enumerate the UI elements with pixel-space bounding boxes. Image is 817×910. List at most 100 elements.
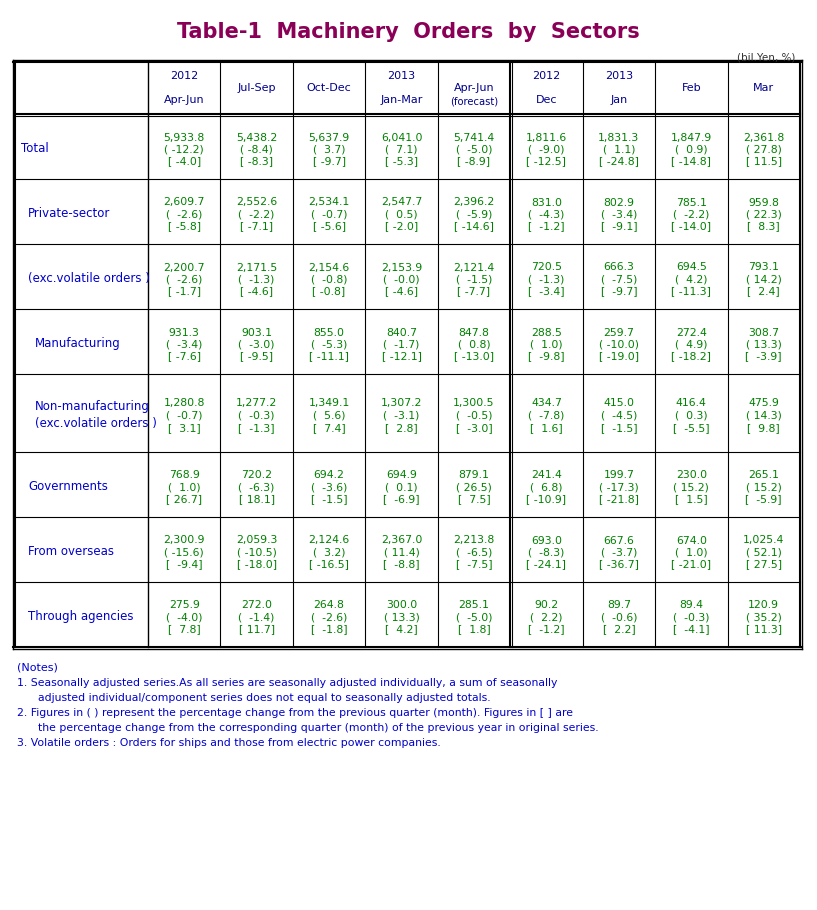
Text: [ -7.1]: [ -7.1]	[240, 221, 273, 231]
Text: (  -5.0): ( -5.0)	[456, 612, 493, 622]
Text: [  1.5]: [ 1.5]	[675, 494, 708, 504]
Text: [  -9.8]: [ -9.8]	[528, 351, 565, 361]
Text: [  2.4]: [ 2.4]	[748, 287, 780, 297]
Text: [ 11.3]: [ 11.3]	[746, 624, 782, 634]
Text: (  -3.1): ( -3.1)	[383, 410, 420, 420]
Text: [ -4.6]: [ -4.6]	[240, 287, 273, 297]
Text: (exc.volatile orders ): (exc.volatile orders )	[35, 417, 157, 430]
Text: 275.9: 275.9	[169, 601, 199, 611]
Text: 2. Figures in ( ) represent the percentage change from the previous quarter (mon: 2. Figures in ( ) represent the percenta…	[17, 708, 573, 718]
Text: 847.8: 847.8	[458, 328, 489, 338]
Text: 308.7: 308.7	[748, 328, 779, 338]
Text: ( -15.6): ( -15.6)	[164, 548, 204, 558]
Text: 2,171.5: 2,171.5	[236, 262, 277, 272]
Text: [  -1.5]: [ -1.5]	[310, 494, 347, 504]
Text: (  -0.3): ( -0.3)	[673, 612, 710, 622]
Text: ( 13.3): ( 13.3)	[746, 339, 782, 349]
Text: [ -21.0]: [ -21.0]	[672, 560, 712, 570]
Text: [ -0.8]: [ -0.8]	[312, 287, 346, 297]
Text: 694.5: 694.5	[676, 262, 707, 272]
Text: ( 52.1): ( 52.1)	[746, 548, 782, 558]
Text: ( 15.2): ( 15.2)	[746, 482, 782, 492]
Text: (  -3.6): ( -3.6)	[311, 482, 347, 492]
Text: [ 27.5]: [ 27.5]	[746, 560, 782, 570]
Text: 2,153.9: 2,153.9	[381, 262, 422, 272]
Text: (  -5.9): ( -5.9)	[456, 209, 492, 219]
Text: 1,811.6: 1,811.6	[526, 133, 567, 143]
Text: (  -1.3): ( -1.3)	[529, 275, 565, 285]
Text: [ -11.1]: [ -11.1]	[309, 351, 349, 361]
Text: (  1.0): ( 1.0)	[530, 339, 563, 349]
Text: [  -9.7]: [ -9.7]	[600, 287, 637, 297]
Text: 5,933.8: 5,933.8	[163, 133, 205, 143]
Text: [  -1.2]: [ -1.2]	[528, 221, 565, 231]
Text: 785.1: 785.1	[676, 197, 707, 207]
Text: 2,059.3: 2,059.3	[236, 535, 277, 545]
Text: ( -8.4): ( -8.4)	[240, 145, 273, 155]
Text: 89.4: 89.4	[679, 601, 703, 611]
Text: 2,547.7: 2,547.7	[381, 197, 422, 207]
Text: [ -24.8]: [ -24.8]	[599, 157, 639, 167]
Text: [ 11.7]: [ 11.7]	[239, 624, 275, 634]
Text: (  -3.4): ( -3.4)	[600, 209, 637, 219]
Text: 241.4: 241.4	[531, 470, 562, 480]
Text: ( 14.3): ( 14.3)	[746, 410, 782, 420]
Text: 879.1: 879.1	[458, 470, 489, 480]
Text: 120.9: 120.9	[748, 601, 779, 611]
Text: 903.1: 903.1	[241, 328, 272, 338]
Text: (  0.3): ( 0.3)	[675, 410, 708, 420]
Text: [  9.8]: [ 9.8]	[748, 423, 780, 433]
Text: (  0.9): ( 0.9)	[675, 145, 708, 155]
Text: 1,307.2: 1,307.2	[381, 398, 422, 408]
Text: 264.8: 264.8	[314, 601, 345, 611]
Text: [ 26.7]: [ 26.7]	[166, 494, 203, 504]
Text: (  -4.0): ( -4.0)	[166, 612, 203, 622]
Text: 285.1: 285.1	[458, 601, 489, 611]
Text: [ -16.5]: [ -16.5]	[309, 560, 349, 570]
Text: ( 35.2): ( 35.2)	[746, 612, 782, 622]
Text: (  -0.6): ( -0.6)	[600, 612, 637, 622]
Text: 2,154.6: 2,154.6	[309, 262, 350, 272]
Text: [  -8.8]: [ -8.8]	[383, 560, 420, 570]
Text: 831.0: 831.0	[531, 197, 562, 207]
Text: 288.5: 288.5	[531, 328, 562, 338]
Text: (  -0.7): ( -0.7)	[166, 410, 203, 420]
Text: [  -6.9]: [ -6.9]	[383, 494, 420, 504]
Text: 5,637.9: 5,637.9	[309, 133, 350, 143]
Text: 6,041.0: 6,041.0	[381, 133, 422, 143]
Text: Jan: Jan	[610, 95, 627, 105]
Text: (  -6.3): ( -6.3)	[239, 482, 275, 492]
Text: 720.5: 720.5	[531, 262, 562, 272]
Text: [  2.8]: [ 2.8]	[385, 423, 418, 433]
Text: [  -1.8]: [ -1.8]	[310, 624, 347, 634]
Text: 693.0: 693.0	[531, 535, 562, 545]
Text: [ -8.9]: [ -8.9]	[458, 157, 490, 167]
Text: (  -1.3): ( -1.3)	[239, 275, 275, 285]
Text: [ 11.5]: [ 11.5]	[746, 157, 782, 167]
Text: [  -1.3]: [ -1.3]	[239, 423, 275, 433]
Text: Oct-Dec: Oct-Dec	[306, 83, 351, 93]
Text: [ -12.5]: [ -12.5]	[526, 157, 566, 167]
Text: 793.1: 793.1	[748, 262, 779, 272]
Text: 475.9: 475.9	[748, 398, 779, 408]
Text: 1,300.5: 1,300.5	[453, 398, 495, 408]
Text: 694.9: 694.9	[386, 470, 417, 480]
Text: (  -2.2): ( -2.2)	[673, 209, 709, 219]
Text: 2,213.8: 2,213.8	[453, 535, 494, 545]
Text: [ -1.7]: [ -1.7]	[167, 287, 201, 297]
Text: [  7.5]: [ 7.5]	[458, 494, 490, 504]
Text: 2012: 2012	[533, 71, 560, 81]
Text: [  4.2]: [ 4.2]	[385, 624, 418, 634]
Text: [ -7.6]: [ -7.6]	[167, 351, 201, 361]
Text: 230.0: 230.0	[676, 470, 707, 480]
Text: [ 18.1]: [ 18.1]	[239, 494, 275, 504]
Text: 1,847.9: 1,847.9	[671, 133, 712, 143]
Text: ( -12.2): ( -12.2)	[164, 145, 204, 155]
Text: 959.8: 959.8	[748, 197, 779, 207]
Text: 1,280.8: 1,280.8	[163, 398, 205, 408]
Text: Total: Total	[21, 142, 49, 155]
Text: 720.2: 720.2	[241, 470, 272, 480]
Text: 415.0: 415.0	[604, 398, 634, 408]
Text: [  7.4]: [ 7.4]	[313, 423, 346, 433]
Text: (  -0.0): ( -0.0)	[383, 275, 420, 285]
